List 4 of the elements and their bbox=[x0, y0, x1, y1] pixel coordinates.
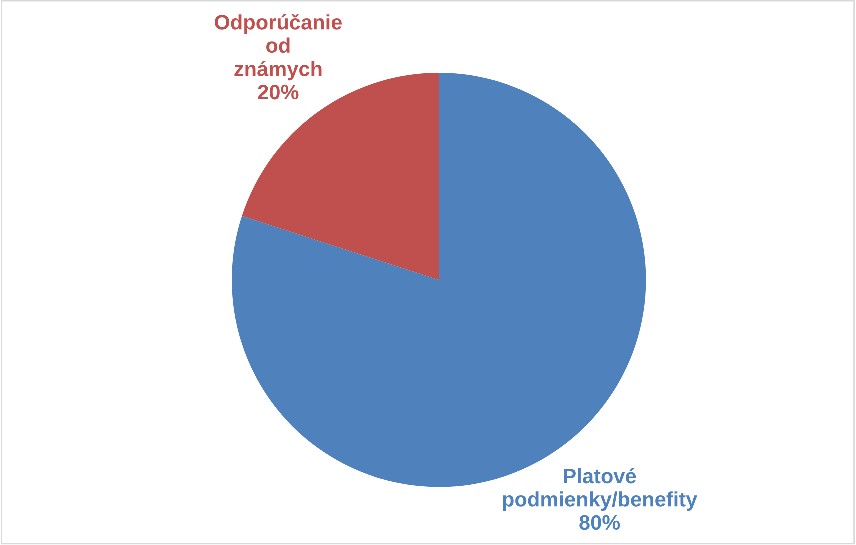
data-label: 20% bbox=[258, 84, 299, 100]
slice-label: Odporúčanie od známych bbox=[215, 14, 342, 81]
data-label: 80% bbox=[580, 515, 620, 530]
slice-label: Platové podmienky/benefity bbox=[503, 468, 698, 512]
